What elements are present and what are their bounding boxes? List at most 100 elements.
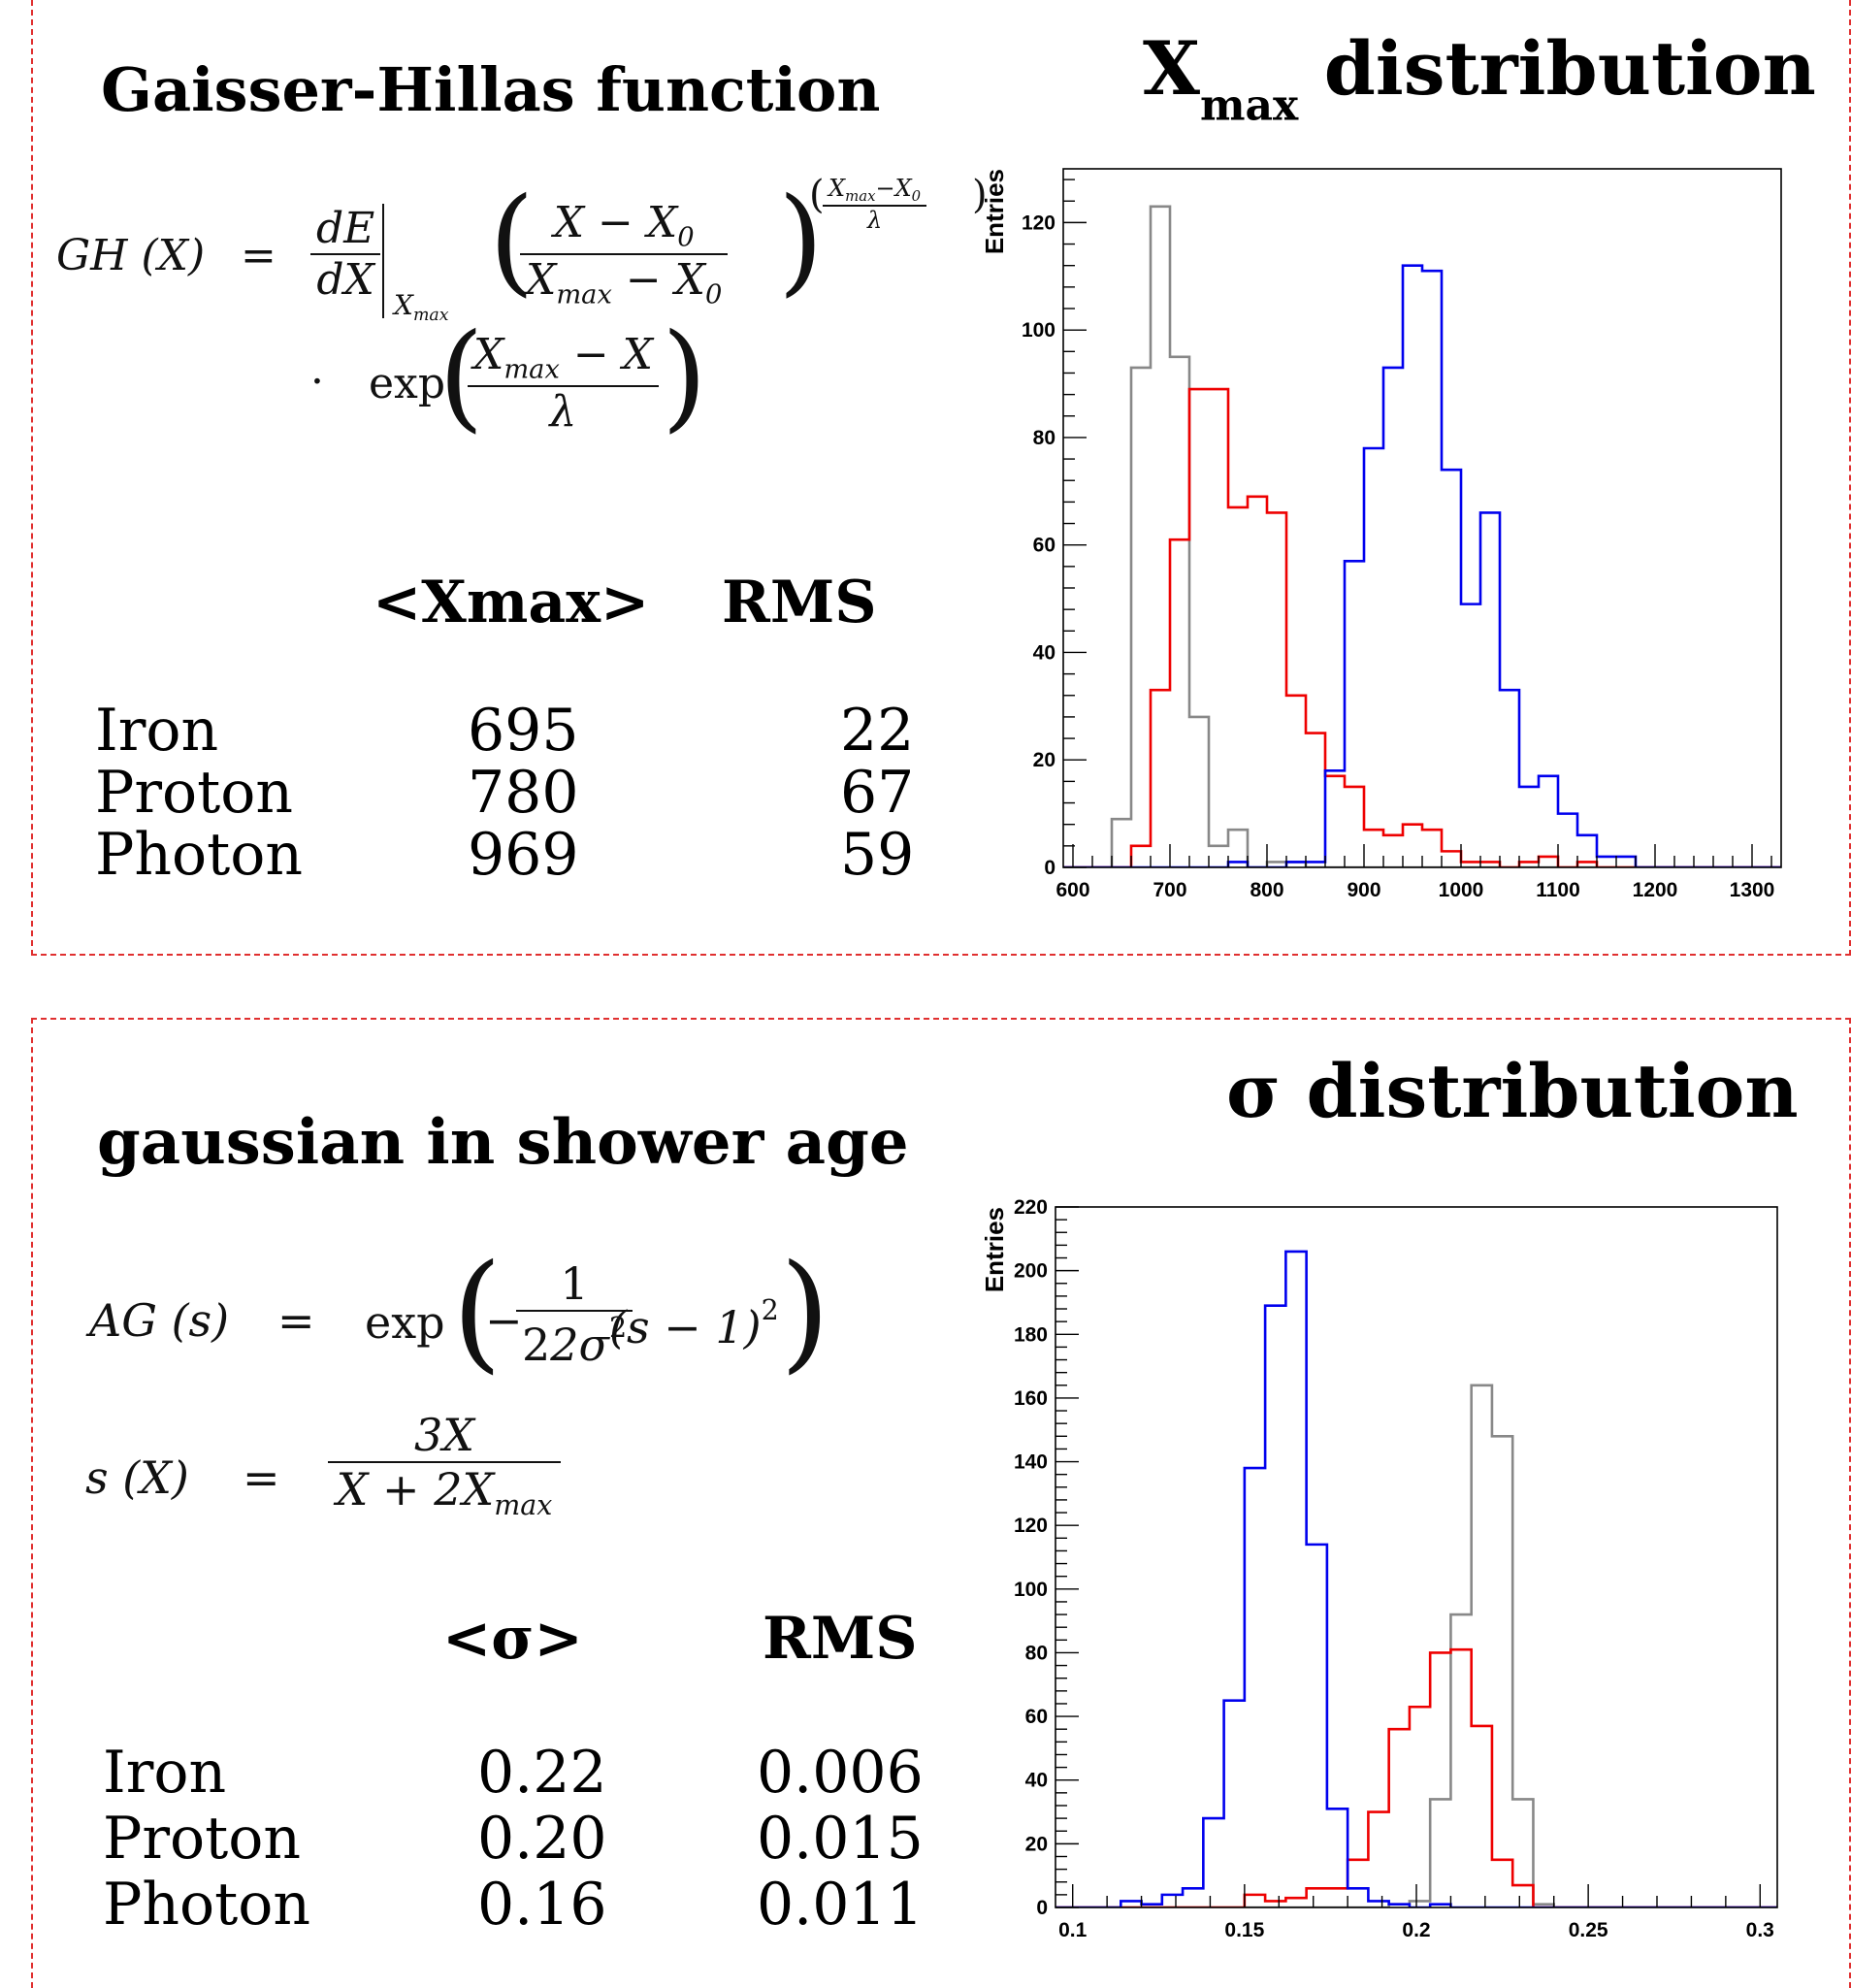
ag-equals: = [277, 1294, 315, 1347]
y-tick-label: 60 [1033, 535, 1055, 557]
y-tick-label: 140 [1014, 1451, 1048, 1474]
histogram-series-2 [1055, 1250, 1777, 1907]
sigma-table: Iron 0.22 0.006 Proton 0.20 0.015 Photon… [0, 1739, 970, 1942]
y-tick-label: 100 [1022, 319, 1055, 342]
y-tick-label: 40 [1033, 641, 1055, 664]
y-tick-label: 80 [1033, 427, 1055, 449]
y-tick-label: 40 [1025, 1770, 1048, 1792]
gh-exp: exp [369, 359, 446, 408]
x-tick-label: 1200 [1633, 879, 1678, 901]
gaisser-hillas-title: Gaisser-Hillas function [101, 54, 881, 125]
row-name: Photon [95, 821, 304, 889]
ag-exp: exp [365, 1296, 445, 1349]
row-mean: 695 [468, 697, 579, 765]
row-mean: 780 [468, 759, 579, 827]
row-mean: 969 [468, 821, 579, 889]
x-tick-label: 800 [1250, 879, 1283, 901]
y-tick-label: 80 [1025, 1642, 1048, 1664]
ag-lhs: AG (s) [89, 1294, 230, 1347]
gh-equation: GH (X) = dE dX Xmax ( X − X0 Xmax − X0 )… [56, 173, 988, 326]
ag-lparen: ( [452, 1237, 503, 1386]
x-tick-label: 0.2 [1402, 1919, 1430, 1941]
plot-frame [1055, 1206, 1778, 1908]
ag-minus: − [485, 1294, 523, 1347]
sigma-histogram: 0 20 40 60 80 100 120 140 160 180 200 220 0.1 0.15 0.2… [980, 1196, 1778, 1941]
y-tick-label: 160 [1014, 1387, 1048, 1410]
sx-equals: = [243, 1451, 280, 1504]
shower-age-title: gaussian in shower age [97, 1106, 909, 1179]
x-tick-label: 0.3 [1746, 1919, 1774, 1941]
row-name: Proton [103, 1805, 302, 1873]
x-tick-label: 0.25 [1569, 1919, 1608, 1941]
table-row: Photon 0.16 0.011 [0, 1871, 970, 1939]
table-row: Iron 0.22 0.006 [0, 1739, 970, 1807]
y-tick-label: 20 [1025, 1833, 1048, 1855]
x-tick-label: 1000 [1439, 879, 1484, 901]
y-tick-label: 0 [1036, 1897, 1048, 1919]
row-name: Iron [103, 1739, 227, 1807]
y-axis-label: Entries [980, 169, 1009, 254]
y-tick-label: 0 [1044, 857, 1055, 879]
histogram-series-2 [1063, 264, 1781, 867]
row-rms: 59 [840, 821, 915, 889]
y-tick-label: 220 [1014, 1196, 1048, 1219]
table-row: Proton 0.20 0.015 [0, 1805, 970, 1873]
y-tick-label: 180 [1014, 1323, 1048, 1346]
ag-tail: (s − 1)2 [609, 1294, 779, 1354]
sx-frac: 3X X + 2Xmax [328, 1409, 561, 1521]
y-tick-label: 120 [1014, 1515, 1048, 1537]
ag-equation: AG (s) = exp ( − 1 22σ2 (s − 1)2 ) [89, 1244, 830, 1393]
xmax-rms-header: RMS [722, 569, 877, 636]
xmax-chart-title: Xmax distribution [1143, 25, 1816, 131]
x-tick-label: 900 [1347, 879, 1380, 901]
sigma-chart-title: σ distribution [1226, 1048, 1799, 1134]
row-mean: 0.16 [477, 1871, 607, 1939]
row-name: Photon [103, 1871, 311, 1939]
row-name: Proton [95, 759, 294, 827]
gh-lparen: ( [489, 174, 535, 309]
histogram-series-0 [1063, 205, 1781, 867]
gh-eval-bar [382, 204, 384, 318]
y-tick-label: 100 [1014, 1579, 1048, 1601]
row-mean: 0.22 [477, 1739, 607, 1807]
y-axis-label: Entries [980, 1207, 1009, 1292]
gh-exp-rparen: ) [662, 310, 707, 444]
sigma-mean-header: <σ> [442, 1605, 583, 1673]
gh-dot: · [310, 357, 324, 407]
bottom-panel [31, 1018, 1851, 1988]
table-row: Iron 695 22 [0, 697, 970, 765]
gh-rparen: ) [778, 174, 824, 309]
x-tick-label: 0.1 [1058, 1919, 1088, 1941]
x-tick-label: 700 [1153, 879, 1186, 901]
gh-exp-lparen: ( [438, 310, 484, 444]
gh-equals: = [241, 231, 276, 280]
x-tick-label: 0.15 [1224, 1919, 1264, 1941]
gh-eval-sub: Xmax [394, 289, 449, 326]
xmax-histogram: 0 20 40 60 80 100 120 600 700 800 900 1000 1100 1200 1… [980, 168, 1782, 901]
row-rms: 22 [840, 697, 915, 765]
ag-rparen: ) [780, 1237, 830, 1386]
x-tick-label: 1100 [1536, 879, 1580, 901]
y-tick-label: 200 [1014, 1260, 1048, 1283]
row-mean: 0.20 [477, 1805, 607, 1873]
gh-derivative: dE dX [310, 204, 381, 305]
histogram-series-0 [1055, 1384, 1777, 1907]
x-tick-label: 600 [1055, 879, 1089, 901]
top-panel [31, 0, 1851, 956]
row-name: Iron [95, 697, 219, 765]
y-tick-label: 60 [1025, 1706, 1048, 1728]
gh-lhs: GH (X) [56, 231, 206, 280]
row-rms: 0.011 [757, 1871, 924, 1939]
sx-equation: s (X) = 3X X + 2Xmax [85, 1409, 629, 1545]
gh-ratio: X − X0 Xmax − X0 [520, 198, 729, 310]
histogram-series-1 [1063, 387, 1781, 867]
y-tick-label: 20 [1033, 749, 1055, 771]
xmax-mean-header: <Xmax> [373, 569, 650, 636]
sigma-rms-header: RMS [763, 1605, 918, 1673]
gh-equation-line2: · exp ( Xmax − X λ ) [310, 314, 718, 446]
row-rms: 67 [840, 759, 915, 827]
row-rms: 0.015 [757, 1805, 924, 1873]
table-row: Proton 780 67 [0, 759, 970, 827]
ag-frac: 1 22σ2 [516, 1257, 633, 1371]
sx-lhs: s (X) [85, 1451, 189, 1504]
